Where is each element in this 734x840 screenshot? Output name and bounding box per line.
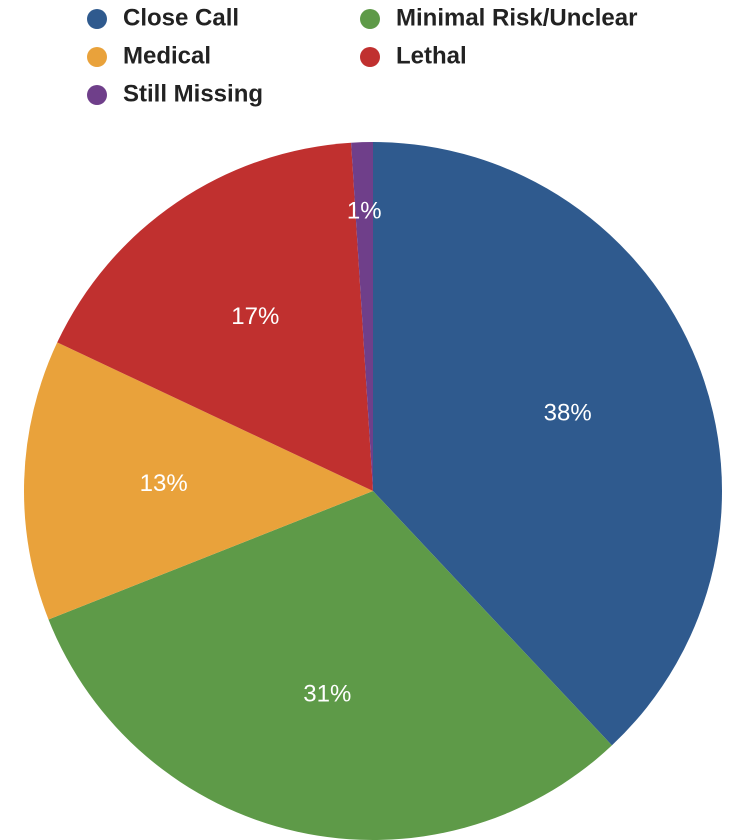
legend-label: Close Call — [123, 4, 239, 31]
legend-label: Lethal — [396, 42, 467, 69]
pie-slice — [57, 142, 373, 492]
legend-swatch — [87, 47, 107, 67]
slice-label: 31% — [303, 681, 351, 708]
pie-slice — [48, 491, 612, 840]
slice-label: 38% — [544, 399, 592, 426]
slice-label: 13% — [140, 470, 188, 497]
legend-swatch — [360, 9, 380, 29]
pie-slice — [351, 142, 373, 491]
legend-label: Medical — [123, 42, 211, 69]
slice-label: 17% — [231, 303, 279, 330]
legend-swatch — [360, 47, 380, 67]
legend-label: Still Missing — [123, 80, 263, 107]
slice-label: 1% — [347, 197, 382, 224]
legend-label: Minimal Risk/Unclear — [396, 4, 637, 31]
pie-slice — [24, 342, 374, 620]
legend-swatch — [87, 9, 107, 29]
legend-swatch — [87, 85, 107, 105]
pie-slice — [373, 142, 722, 746]
